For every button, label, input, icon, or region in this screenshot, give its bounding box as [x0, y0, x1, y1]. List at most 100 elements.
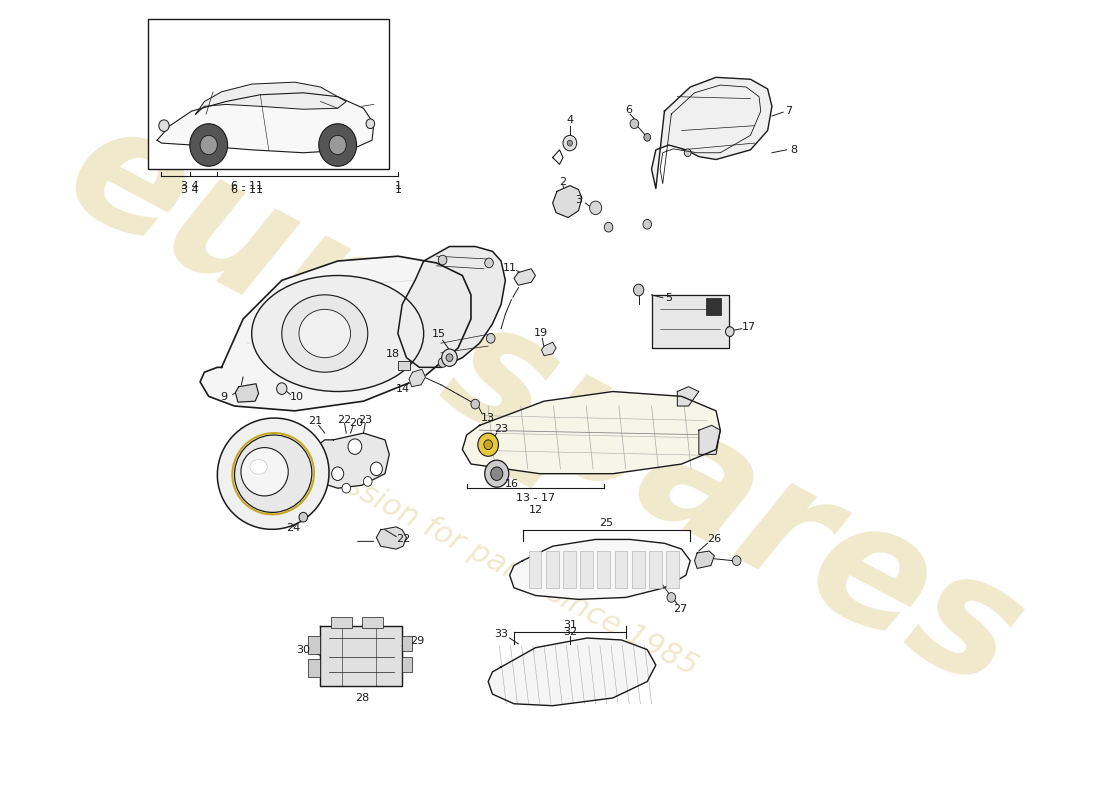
Text: 25: 25 [598, 518, 613, 528]
Circle shape [524, 274, 530, 282]
Polygon shape [678, 386, 698, 406]
Polygon shape [196, 82, 346, 114]
Text: 12: 12 [528, 506, 542, 515]
Text: 8: 8 [790, 145, 798, 155]
Circle shape [634, 284, 643, 296]
Text: 27: 27 [673, 604, 688, 614]
Circle shape [590, 201, 602, 214]
Circle shape [332, 467, 343, 481]
Text: 4: 4 [566, 115, 573, 125]
Text: 20: 20 [350, 418, 364, 429]
Text: 19: 19 [534, 327, 548, 338]
Ellipse shape [250, 460, 267, 474]
Ellipse shape [252, 275, 424, 391]
Text: 30: 30 [296, 645, 310, 654]
Circle shape [446, 354, 453, 362]
Circle shape [190, 124, 228, 166]
Polygon shape [398, 246, 505, 367]
Circle shape [342, 483, 351, 493]
Text: 3: 3 [575, 195, 582, 205]
Polygon shape [651, 78, 772, 189]
Bar [308, 636, 320, 654]
Bar [148, 19, 389, 169]
Text: 14: 14 [396, 384, 410, 394]
Text: 26: 26 [707, 534, 722, 545]
Circle shape [363, 477, 372, 486]
Bar [615, 551, 627, 588]
Bar [580, 551, 593, 588]
Polygon shape [552, 186, 582, 218]
Circle shape [477, 433, 498, 456]
Circle shape [667, 593, 675, 602]
Ellipse shape [282, 295, 367, 372]
Text: 6 - 11: 6 - 11 [231, 186, 263, 195]
Polygon shape [200, 256, 471, 411]
Ellipse shape [234, 435, 311, 512]
Text: 7: 7 [785, 106, 793, 116]
Circle shape [642, 219, 651, 229]
Text: 11: 11 [503, 262, 517, 273]
Text: 18: 18 [386, 349, 399, 359]
Circle shape [329, 135, 346, 154]
Text: 22: 22 [338, 414, 352, 425]
Text: 32: 32 [563, 627, 576, 638]
Polygon shape [320, 626, 403, 686]
Text: 16: 16 [505, 479, 518, 490]
Bar [362, 617, 383, 628]
Circle shape [366, 119, 375, 129]
Polygon shape [651, 295, 729, 348]
Text: 13: 13 [481, 413, 495, 422]
Text: 1: 1 [395, 186, 402, 195]
Circle shape [684, 149, 691, 157]
Circle shape [563, 135, 576, 151]
Circle shape [299, 512, 308, 522]
Text: 5: 5 [666, 293, 672, 302]
Text: 21: 21 [308, 417, 322, 426]
Text: 10: 10 [290, 392, 305, 402]
Polygon shape [376, 527, 407, 549]
Circle shape [438, 358, 447, 367]
Text: 3 4: 3 4 [182, 181, 199, 190]
Text: a passion for parts since 1985: a passion for parts since 1985 [282, 440, 703, 682]
Text: 9: 9 [221, 392, 228, 402]
Text: 31: 31 [563, 619, 576, 630]
Circle shape [319, 124, 356, 166]
Ellipse shape [299, 310, 351, 358]
Text: 13 - 17: 13 - 17 [516, 493, 556, 503]
Polygon shape [509, 539, 690, 599]
Text: 3 4: 3 4 [182, 186, 199, 195]
Text: 6 - 11: 6 - 11 [231, 181, 263, 190]
Circle shape [491, 467, 503, 481]
Text: eurospares: eurospares [41, 86, 1047, 726]
Text: 23: 23 [359, 414, 372, 425]
Bar [398, 361, 410, 370]
Polygon shape [488, 638, 656, 706]
Text: 6: 6 [625, 106, 631, 115]
Circle shape [484, 440, 493, 450]
Circle shape [604, 222, 613, 232]
Polygon shape [698, 426, 720, 454]
Circle shape [158, 120, 169, 131]
Bar [308, 659, 320, 677]
Ellipse shape [218, 418, 329, 530]
Text: 23: 23 [494, 424, 508, 434]
Circle shape [485, 258, 493, 268]
Circle shape [486, 334, 495, 343]
Text: 29: 29 [410, 636, 425, 646]
Bar [529, 551, 541, 588]
Bar [631, 551, 645, 588]
Polygon shape [694, 551, 714, 569]
Bar [403, 636, 412, 650]
Circle shape [348, 439, 362, 454]
Circle shape [471, 399, 480, 409]
Bar [563, 551, 576, 588]
Polygon shape [157, 93, 374, 153]
Bar [706, 298, 722, 315]
Text: 17: 17 [741, 322, 756, 332]
Text: 22: 22 [396, 534, 410, 545]
Bar [667, 551, 679, 588]
Polygon shape [310, 433, 389, 488]
Bar [331, 617, 352, 628]
Polygon shape [541, 342, 557, 356]
Bar [546, 551, 559, 588]
